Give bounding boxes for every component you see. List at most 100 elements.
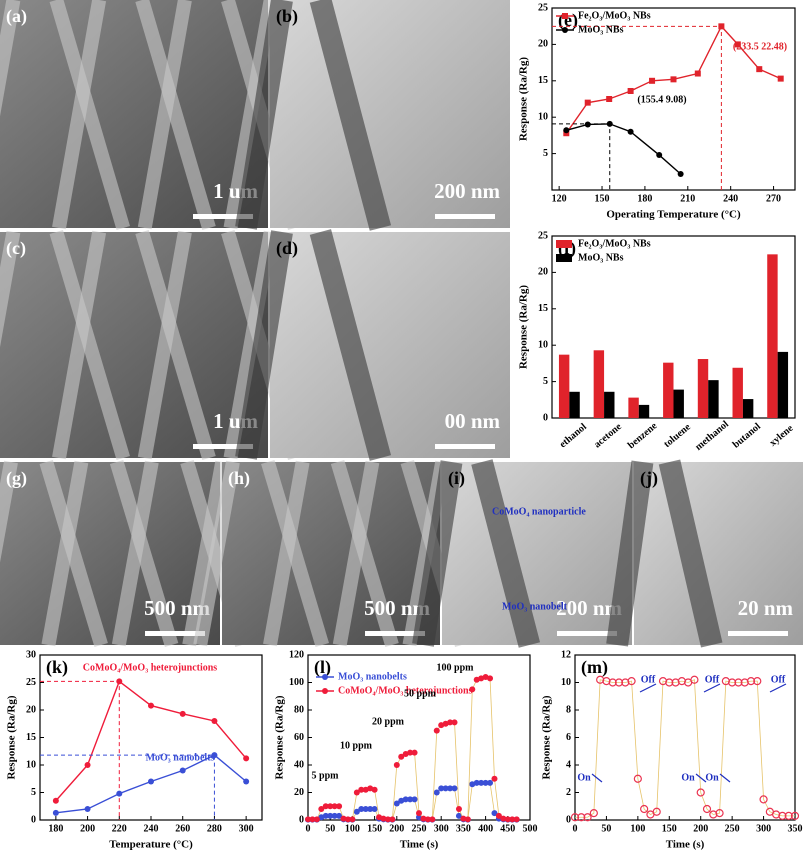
point bbox=[690, 675, 699, 684]
point bbox=[179, 767, 186, 774]
y-tick-label: 120 bbox=[289, 649, 304, 660]
micrograph bbox=[442, 462, 632, 645]
y-tick-label: 12 bbox=[561, 649, 571, 660]
bar bbox=[708, 380, 719, 418]
point bbox=[627, 87, 634, 94]
point bbox=[734, 41, 741, 48]
annotation: MoO₃ nanobelts bbox=[146, 752, 215, 763]
point bbox=[331, 812, 338, 819]
y-tick-label: 10 bbox=[538, 111, 548, 122]
bar bbox=[742, 399, 754, 418]
nanobelt bbox=[412, 460, 463, 647]
nanobelt bbox=[223, 230, 278, 460]
scale-label: 200 nm bbox=[434, 179, 500, 203]
micrograph bbox=[222, 462, 440, 645]
nanobelt bbox=[182, 460, 230, 647]
point bbox=[608, 678, 617, 687]
y-tick-label: 2 bbox=[566, 787, 571, 798]
point bbox=[696, 788, 705, 797]
point bbox=[420, 815, 427, 822]
y-tick-label: 5 bbox=[31, 787, 36, 798]
point bbox=[358, 806, 365, 812]
guide-line bbox=[552, 25, 722, 190]
annotation: (155.4 9.08) bbox=[637, 94, 686, 105]
point bbox=[331, 803, 338, 810]
nanobelt bbox=[111, 460, 159, 647]
bar bbox=[604, 391, 615, 418]
x-tick-label: 300 bbox=[434, 823, 449, 834]
point bbox=[584, 121, 591, 128]
point bbox=[451, 785, 458, 792]
point bbox=[411, 749, 418, 756]
point bbox=[577, 813, 586, 822]
point bbox=[777, 75, 784, 82]
x-tick-label: 240 bbox=[144, 823, 159, 834]
x-tick-label: 100 bbox=[345, 823, 360, 834]
y-tick-label: 80 bbox=[294, 704, 304, 715]
scale-label: 00 nm bbox=[445, 409, 501, 433]
point bbox=[336, 812, 343, 819]
annotation-arrow bbox=[769, 683, 787, 693]
annotation: On bbox=[705, 772, 719, 783]
point bbox=[416, 810, 422, 817]
image-note: CoMoO₄ nanoparticle bbox=[492, 506, 586, 517]
y-tick-label: 100 bbox=[289, 677, 304, 688]
annotation: 50 ppm bbox=[404, 688, 437, 699]
point bbox=[464, 816, 471, 823]
nanobelt bbox=[109, 459, 179, 648]
annotation: 10 ppm bbox=[340, 740, 373, 751]
nanobelt bbox=[332, 460, 380, 647]
panel-label: (d) bbox=[276, 238, 298, 259]
point bbox=[627, 677, 636, 686]
y-tick-label: 15 bbox=[538, 303, 548, 314]
image-note: MoO₃ nanobelt bbox=[502, 601, 568, 612]
scale-bar bbox=[557, 631, 617, 636]
annotation: Off bbox=[771, 674, 786, 685]
point bbox=[52, 809, 59, 816]
y-tick-label: 10 bbox=[26, 759, 36, 770]
x-tick-label: 210 bbox=[680, 193, 695, 204]
x-tick-label: ethanol bbox=[558, 421, 590, 450]
y-tick-label: 0 bbox=[299, 814, 304, 825]
point bbox=[702, 804, 712, 814]
x-tick-label: 300 bbox=[756, 823, 771, 834]
y-axis-label: Response (Ra/Rg) bbox=[541, 695, 553, 779]
point bbox=[116, 790, 123, 797]
point bbox=[243, 755, 250, 762]
point bbox=[778, 811, 787, 820]
panel-label: (j) bbox=[640, 468, 658, 489]
x-tick-label: 100 bbox=[630, 823, 645, 834]
point bbox=[500, 815, 507, 822]
x-tick-label: acetone bbox=[592, 421, 624, 450]
y-tick-label: 20 bbox=[26, 704, 36, 715]
y-tick-label: 10 bbox=[538, 339, 548, 350]
point bbox=[491, 810, 498, 817]
nanobelt bbox=[330, 460, 399, 647]
micrograph bbox=[270, 0, 510, 228]
series-line bbox=[566, 123, 682, 175]
x-tick-label: 450 bbox=[500, 823, 515, 834]
x-axis-label: Time (s) bbox=[400, 839, 439, 851]
nanobelt bbox=[135, 230, 216, 460]
point bbox=[715, 809, 724, 818]
x-tick-label: butanol bbox=[731, 421, 763, 451]
point bbox=[442, 785, 449, 792]
micrograph bbox=[270, 232, 510, 458]
bar bbox=[697, 359, 709, 418]
panel-label: (i) bbox=[448, 468, 465, 489]
x-tick-label: 150 bbox=[595, 193, 610, 204]
nanobelt bbox=[137, 230, 192, 460]
point bbox=[670, 76, 677, 83]
y-tick-label: 25 bbox=[538, 230, 548, 241]
scale-bar bbox=[435, 444, 495, 449]
y-tick-label: 25 bbox=[26, 677, 36, 688]
nanobelt bbox=[261, 460, 329, 647]
annotation: On bbox=[577, 772, 591, 783]
legend-marker bbox=[562, 27, 568, 33]
point bbox=[393, 762, 400, 768]
bar bbox=[569, 391, 580, 418]
guide-line bbox=[552, 123, 611, 190]
y-tick-label: 60 bbox=[294, 732, 304, 743]
point bbox=[358, 786, 365, 793]
x-tick-label: 0 bbox=[573, 823, 578, 834]
